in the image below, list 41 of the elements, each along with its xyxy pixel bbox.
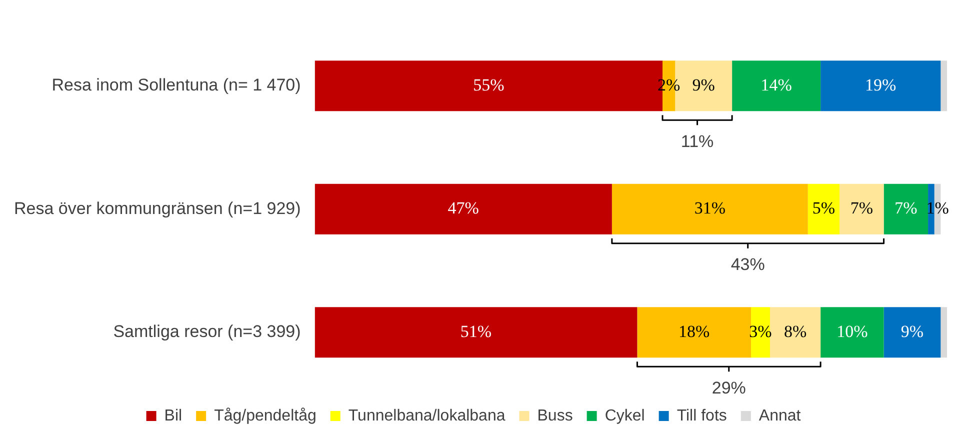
bar <box>884 307 941 358</box>
data-label: 18% <box>678 322 710 341</box>
bar <box>637 307 752 358</box>
bar <box>840 184 884 234</box>
bar <box>770 307 821 358</box>
annotation: 43% <box>730 255 765 274</box>
y-tick-label: Samtliga resor (n=3 399) <box>113 322 301 342</box>
data-label: 47% <box>448 198 479 218</box>
y-tick-label: Resa inom Sollentuna (n= 1 470) <box>52 76 301 95</box>
legend-label: Tunnelbana/lokalbana <box>348 407 506 424</box>
bar <box>314 184 612 234</box>
bar <box>314 307 638 358</box>
bar <box>808 184 840 234</box>
data-label: 55% <box>473 75 504 94</box>
bar <box>820 60 941 112</box>
legend-label: Buss <box>537 407 573 424</box>
data-label: 10% <box>836 322 868 341</box>
data-label: 7% <box>894 198 918 218</box>
bar <box>612 184 808 234</box>
data-label: 7% <box>850 198 873 218</box>
annotation: 11% <box>680 132 714 151</box>
bar <box>820 307 884 358</box>
legend-label: Tåg/pendeltåg <box>214 407 316 424</box>
data-label: 9% <box>692 75 715 94</box>
bar <box>884 184 928 234</box>
bar <box>940 60 947 112</box>
bar <box>940 307 947 358</box>
bar <box>732 60 821 112</box>
legend-label: Cykel <box>604 407 645 424</box>
data-label: 5% <box>812 198 836 218</box>
data-label: 9% <box>900 322 924 341</box>
legend-label: Till fots <box>676 407 727 424</box>
data-label: 19% <box>865 75 896 94</box>
legend-label: Bil <box>164 407 182 424</box>
data-label: 14% <box>760 75 792 94</box>
data-label: 31% <box>694 198 726 218</box>
y-tick-label: Resa över kommungränsen (n=1 929) <box>14 198 301 218</box>
data-label: 51% <box>460 322 492 341</box>
data-label: 8% <box>784 322 807 341</box>
annotation: 29% <box>712 378 746 398</box>
legend-label: Annat <box>758 407 802 424</box>
